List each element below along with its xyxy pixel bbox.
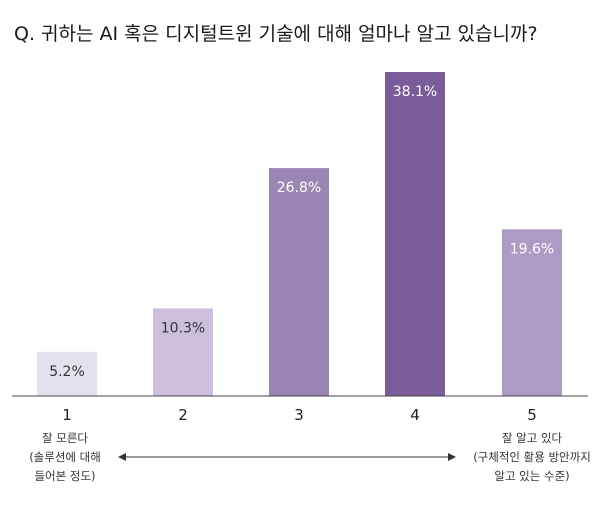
scale-annotation: 잘 모른다 (솔루션에 대해 들어본 정도) 잘 알고 있다 (구체적인 활용 … <box>29 431 591 483</box>
scale-low-line-2: (솔루션에 대해 <box>29 450 101 464</box>
scale-low-line-1: 잘 모른다 <box>42 431 88 445</box>
bar-value-label-1: 5.2% <box>49 364 85 380</box>
scale-high-line-3: 알고 있는 수준) <box>494 469 569 483</box>
arrow-right-icon <box>448 453 456 461</box>
x-axis-ticks: 1 2 3 4 5 <box>62 406 537 424</box>
bar-4 <box>385 72 445 396</box>
bar-3 <box>269 168 329 396</box>
scale-low-line-3: 들어본 정도) <box>34 469 95 483</box>
x-tick-label-4: 4 <box>410 406 420 424</box>
bar-1 <box>37 351 97 396</box>
chart-title: Q. 귀하는 AI 혹은 디지털트윈 기술에 대해 얼마나 알고 있습니까? <box>14 23 538 45</box>
arrow-left-icon <box>118 453 126 461</box>
x-tick-label-1: 1 <box>62 406 72 424</box>
bar-5 <box>502 229 562 396</box>
x-tick-label-3: 3 <box>294 406 304 424</box>
bar-value-label-3: 26.8% <box>277 180 321 196</box>
bars-layer: 5.2% 10.3% 26.8% 38.1% 19.6% <box>37 72 562 396</box>
x-tick-label-2: 2 <box>178 406 188 424</box>
bar-2 <box>153 308 213 396</box>
x-tick-label-5: 5 <box>527 406 537 424</box>
bar-value-label-5: 19.6% <box>510 241 554 257</box>
scale-high-line-1: 잘 알고 있다 <box>502 431 563 445</box>
bar-value-label-4: 38.1% <box>393 84 437 100</box>
scale-high-line-2: (구체적인 활용 방안까지 <box>473 450 591 464</box>
bar-value-label-2: 10.3% <box>161 320 205 336</box>
